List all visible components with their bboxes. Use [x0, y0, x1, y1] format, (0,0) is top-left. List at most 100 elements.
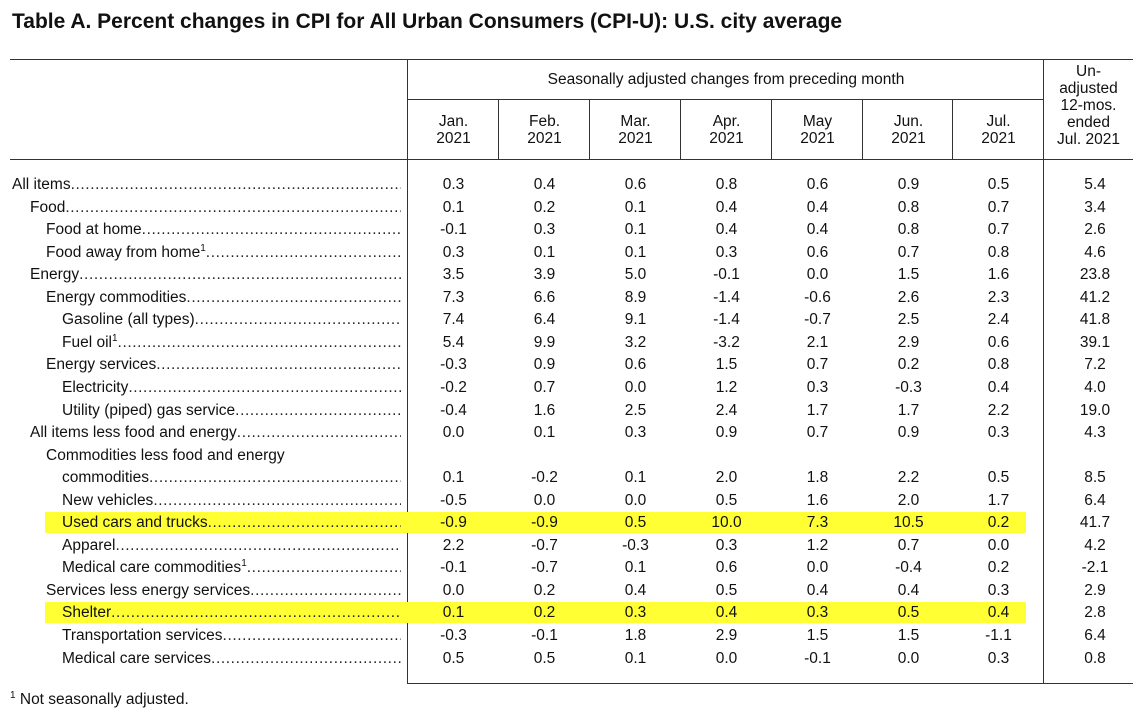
- stub-divider: [407, 59, 408, 684]
- value-cell: 0.5: [442, 649, 465, 667]
- value-cell: 0.7: [806, 356, 829, 374]
- value-cell: 0.2: [533, 581, 556, 599]
- value-cell: 0.4: [715, 198, 738, 216]
- value-cell: 0.3: [533, 221, 556, 239]
- row-label-new-vehicles: New vehicles............................…: [62, 492, 401, 510]
- value-cell: 1.2: [806, 536, 829, 554]
- value-cell: 0.6: [806, 176, 829, 193]
- value-cell: 1.8: [806, 469, 829, 487]
- value-cell: 0.0: [806, 559, 829, 577]
- value-cell: 0.0: [624, 491, 647, 509]
- value-cell: 0.3: [442, 176, 465, 193]
- footnote-ref: 1: [111, 333, 118, 344]
- leader-dots: ........................................…: [211, 649, 401, 667]
- month-header-month: Feb.: [528, 113, 560, 130]
- month-header: Jun. 2021: [863, 113, 954, 147]
- unadjusted-header-line: ended: [1066, 114, 1111, 131]
- value-cell: 0.3: [715, 243, 738, 261]
- value-cell: 2.4: [715, 401, 738, 419]
- footnote-ref: 1: [241, 559, 247, 570]
- row-label-text: Services less energy services: [46, 581, 251, 599]
- month-header-month: Apr.: [712, 113, 741, 130]
- value-cell: 0.6: [806, 243, 829, 261]
- row-label-energy: Energy..................................…: [30, 266, 401, 284]
- value-cell: 0.9: [533, 356, 556, 374]
- value-cell: -0.2: [531, 469, 558, 487]
- value-cell: 1.2: [715, 378, 738, 396]
- row-label-food: Food....................................…: [30, 199, 401, 217]
- header-bottom-rule: [10, 159, 1133, 160]
- month-header-year: 2021: [709, 130, 744, 147]
- unadjusted-cell: 41.8: [1079, 311, 1111, 329]
- value-cell: 0.4: [533, 176, 556, 193]
- unadjusted-header: Un-adjusted 12-mos. ended Jul. 2021: [1044, 63, 1133, 148]
- value-cell: 2.9: [715, 627, 738, 644]
- value-cell: 0.8: [897, 198, 920, 216]
- table-title: Table A. Percent changes in CPI for All …: [12, 10, 843, 33]
- month-header-year: 2021: [527, 130, 562, 147]
- row-label-gasoline-all-types: Gasoline (all types)....................…: [62, 311, 401, 329]
- value-cell: 0.4: [987, 604, 1010, 622]
- value-cell: 6.6: [533, 288, 556, 306]
- value-cell: 0.7: [987, 221, 1010, 239]
- leader-dots: ........................................…: [207, 514, 401, 532]
- row-label-all-items: All items...............................…: [12, 176, 401, 194]
- unadjusted-cell: 4.0: [1084, 378, 1106, 396]
- footnote-text: Not seasonally adjusted.: [15, 691, 189, 709]
- unadjusted-cell: 7.2: [1084, 356, 1106, 374]
- unadjusted-cell: 6.4: [1084, 491, 1106, 509]
- value-cell: 0.4: [806, 198, 829, 216]
- leader-dots: ........................................…: [111, 604, 401, 622]
- month-header-year: 2021: [981, 130, 1016, 147]
- value-cell: 0.5: [624, 514, 647, 532]
- month-header-month: Mar.: [620, 113, 651, 130]
- unadjusted-cell: 41.7: [1079, 514, 1111, 532]
- value-cell: 0.4: [715, 604, 738, 622]
- row-label-transportation-services: Transportation services.................…: [62, 627, 401, 645]
- leader-dots: ........................................…: [115, 536, 401, 554]
- row-label-text: Fuel oil: [62, 333, 112, 351]
- leader-dots: ........................................…: [79, 266, 401, 284]
- value-cell: 0.7: [533, 378, 556, 396]
- value-cell: 0.5: [987, 469, 1010, 487]
- leader-dots: ........................................…: [117, 333, 401, 351]
- value-cell: 0.7: [897, 536, 920, 554]
- footnote-marker: 1: [10, 690, 16, 701]
- value-cell: 3.2: [624, 333, 647, 351]
- value-cell: 1.5: [897, 627, 920, 644]
- value-cell: 8.9: [624, 288, 647, 306]
- month-header-year: 2021: [891, 130, 926, 147]
- leader-dots: ........................................…: [141, 221, 401, 239]
- value-cell: 0.2: [987, 514, 1010, 532]
- value-cell: 1.6: [533, 401, 556, 419]
- month-header: Apr. 2021: [681, 113, 772, 147]
- value-cell: -0.7: [804, 311, 831, 329]
- value-cell: -0.3: [440, 627, 467, 644]
- month-header-month: Jun.: [893, 113, 924, 130]
- row-label-apparel: Apparel.................................…: [62, 537, 401, 555]
- row-label-text: commodities: [62, 469, 149, 487]
- unadjusted-cell: 3.4: [1084, 198, 1106, 216]
- row-label-all-items-less-food-and-energy: All items less food and energy..........…: [30, 424, 401, 442]
- value-cell: 0.7: [897, 243, 920, 261]
- value-cell: 5.0: [624, 266, 647, 284]
- leader-dots: ........................................…: [149, 469, 401, 487]
- value-cell: 0.3: [806, 604, 829, 622]
- value-cell: -0.1: [804, 649, 831, 667]
- leader-dots: ........................................…: [186, 288, 401, 306]
- value-cell: -0.3: [895, 378, 922, 396]
- value-cell: 0.3: [715, 536, 738, 554]
- value-cell: 0.3: [987, 581, 1010, 599]
- value-cell: -0.4: [895, 559, 922, 577]
- row-highlight: [45, 511, 1026, 533]
- leader-dots: ........................................…: [156, 356, 401, 374]
- value-cell: 0.2: [987, 559, 1010, 577]
- row-label-text: Food away from home: [46, 243, 201, 261]
- unadjusted-header-line: 12-mos.: [1060, 97, 1117, 114]
- month-header: Mar. 2021: [590, 113, 681, 147]
- month-header-month: Jul.: [986, 113, 1011, 130]
- value-cell: 0.4: [806, 221, 829, 239]
- value-cell: 10.5: [893, 514, 924, 532]
- value-cell: 0.0: [533, 491, 556, 509]
- month-header: Jul. 2021: [953, 113, 1044, 147]
